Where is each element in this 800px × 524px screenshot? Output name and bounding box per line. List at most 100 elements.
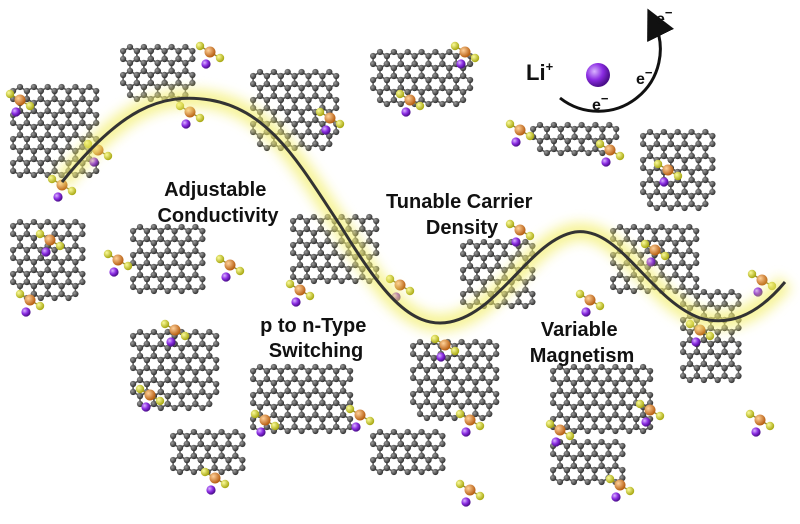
- carbon-atom: [423, 398, 430, 406]
- carbon-atom: [623, 235, 631, 243]
- carbon-atom: [651, 235, 658, 243]
- carbon-atom: [418, 96, 425, 104]
- carbon-atom: [660, 152, 668, 160]
- carbon-atom: [305, 72, 312, 80]
- carbon-atom: [199, 340, 206, 348]
- carbon-atom: [143, 283, 150, 291]
- carbon-atom: [735, 372, 742, 380]
- carbon-atom: [693, 348, 701, 356]
- carbon-atom: [190, 452, 197, 460]
- carbon-atom: [333, 80, 340, 88]
- lithium-atom: [321, 125, 331, 135]
- carbon-atom: [312, 387, 319, 395]
- carbon-atom: [65, 230, 72, 238]
- carbon-atom: [473, 266, 480, 274]
- carbon-atom: [584, 478, 591, 486]
- carbon-atom: [522, 286, 529, 294]
- carbon-atom: [616, 271, 624, 279]
- carbon-atom: [277, 96, 284, 104]
- carbon-atom: [204, 428, 211, 436]
- carbon-atom: [721, 364, 728, 372]
- carbon-atom: [291, 104, 298, 112]
- carbon-atom: [136, 392, 144, 400]
- carbon-atom: [303, 225, 310, 233]
- carbon-atom: [444, 386, 451, 394]
- copper-atom: [464, 414, 476, 426]
- carbon-atom: [10, 119, 17, 127]
- carbon-atom: [437, 414, 444, 422]
- feature-label-conductivity: Adjustable Conductivity: [157, 179, 279, 227]
- carbon-atom: [170, 440, 177, 448]
- carbon-atom: [616, 223, 624, 231]
- carbon-atom: [460, 88, 467, 96]
- carbon-atom: [479, 374, 486, 382]
- carbon-atom: [416, 402, 424, 410]
- carbon-atom: [44, 258, 51, 266]
- carbon-atom: [681, 188, 688, 196]
- carbon-atom: [619, 415, 626, 423]
- carbon-atom: [585, 125, 592, 133]
- carbon-atom: [305, 104, 312, 112]
- carbon-atom: [486, 354, 493, 362]
- carbon-atom: [178, 352, 185, 360]
- carbon-atom: [44, 218, 51, 226]
- carbon-atom: [430, 402, 437, 410]
- carbon-atom: [439, 456, 446, 464]
- carbon-atom: [72, 131, 79, 139]
- carbon-atom: [679, 227, 686, 235]
- carbon-atom: [570, 411, 578, 419]
- carbon-atom: [370, 440, 377, 448]
- carbon-atom: [310, 253, 317, 261]
- carbon-atom: [473, 242, 480, 250]
- carbon-atom: [305, 399, 312, 407]
- copper-atom: [184, 106, 196, 118]
- sulfur-atom: [430, 334, 440, 344]
- carbon-atom: [735, 348, 742, 356]
- carbon-atom: [578, 121, 585, 129]
- carbon-atom: [515, 298, 522, 306]
- carbon-atom: [693, 292, 701, 300]
- carbon-atom: [619, 450, 626, 458]
- metal-node: [285, 279, 315, 307]
- carbon-atom: [133, 47, 140, 55]
- carbon-atom: [383, 76, 390, 84]
- copper-atom: [209, 472, 221, 484]
- carbon-atom: [425, 440, 432, 448]
- carbon-atom: [479, 366, 486, 374]
- carbon-atom: [444, 402, 451, 410]
- copper-atom: [44, 234, 56, 246]
- carbon-atom: [130, 235, 137, 243]
- carbon-atom: [277, 375, 284, 383]
- carbon-atom: [171, 259, 178, 267]
- sulfur-atom: [660, 251, 670, 261]
- carbon-atom: [612, 411, 619, 419]
- carbon-atom: [319, 375, 326, 383]
- carbon-atom: [65, 278, 72, 286]
- carbon-atom: [577, 466, 584, 474]
- carbon-atom: [411, 76, 418, 84]
- carbon-atom: [550, 474, 557, 482]
- carbon-atom: [37, 135, 44, 143]
- carbon-atom: [444, 362, 451, 370]
- lithium-atom: [141, 402, 151, 412]
- carbon-atom: [430, 386, 437, 394]
- carbon-atom: [185, 259, 192, 267]
- carbon-atom: [695, 132, 702, 140]
- carbon-atom: [570, 363, 578, 371]
- carbon-atom: [296, 253, 304, 261]
- carbon-atom: [522, 238, 529, 246]
- carbon-atom: [30, 242, 37, 250]
- carbon-atom: [211, 456, 218, 464]
- lithium-ion-sphere: [586, 63, 610, 87]
- carbon-atom: [239, 432, 246, 440]
- carbon-atom: [479, 414, 486, 422]
- wave-line: [60, 96, 787, 325]
- carbon-atom: [185, 227, 192, 235]
- carbon-atom: [23, 111, 30, 119]
- metal-node: [195, 41, 225, 69]
- sulfur-atom: [315, 107, 325, 117]
- carbon-atom: [178, 392, 185, 400]
- carbon-atom: [570, 438, 578, 446]
- feature-labels: Adjustable Conductivity Tunable Carrier …: [157, 179, 634, 367]
- carbon-atom: [298, 92, 305, 100]
